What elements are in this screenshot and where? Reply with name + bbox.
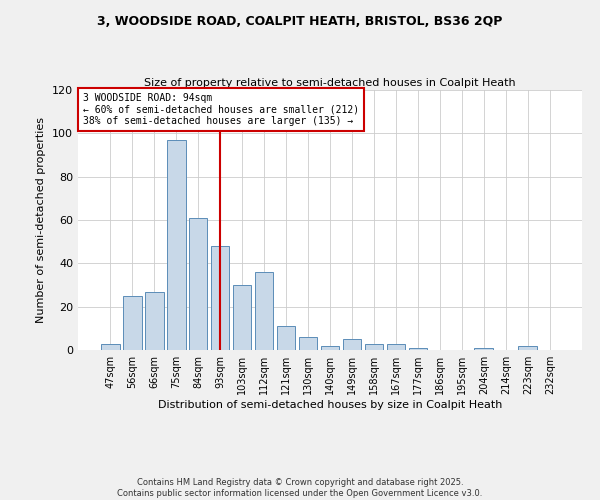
- Bar: [475, 348, 493, 350]
- X-axis label: Distribution of semi-detached houses by size in Coalpit Heath: Distribution of semi-detached houses by …: [158, 400, 502, 410]
- Bar: [343, 339, 361, 350]
- Bar: [189, 218, 208, 350]
- Text: Contains HM Land Registry data © Crown copyright and database right 2025.
Contai: Contains HM Land Registry data © Crown c…: [118, 478, 482, 498]
- Bar: [233, 285, 251, 350]
- Y-axis label: Number of semi-detached properties: Number of semi-detached properties: [37, 117, 46, 323]
- Bar: [409, 348, 427, 350]
- Bar: [123, 296, 142, 350]
- Title: Size of property relative to semi-detached houses in Coalpit Heath: Size of property relative to semi-detach…: [144, 78, 516, 88]
- Bar: [277, 326, 295, 350]
- Bar: [101, 344, 119, 350]
- Bar: [518, 346, 537, 350]
- Bar: [365, 344, 383, 350]
- Bar: [211, 246, 229, 350]
- Text: 3 WOODSIDE ROAD: 94sqm
← 60% of semi-detached houses are smaller (212)
38% of se: 3 WOODSIDE ROAD: 94sqm ← 60% of semi-det…: [83, 92, 359, 126]
- Bar: [255, 272, 274, 350]
- Bar: [145, 292, 164, 350]
- Bar: [320, 346, 340, 350]
- Bar: [167, 140, 185, 350]
- Bar: [299, 337, 317, 350]
- Text: 3, WOODSIDE ROAD, COALPIT HEATH, BRISTOL, BS36 2QP: 3, WOODSIDE ROAD, COALPIT HEATH, BRISTOL…: [97, 15, 503, 28]
- Bar: [386, 344, 405, 350]
